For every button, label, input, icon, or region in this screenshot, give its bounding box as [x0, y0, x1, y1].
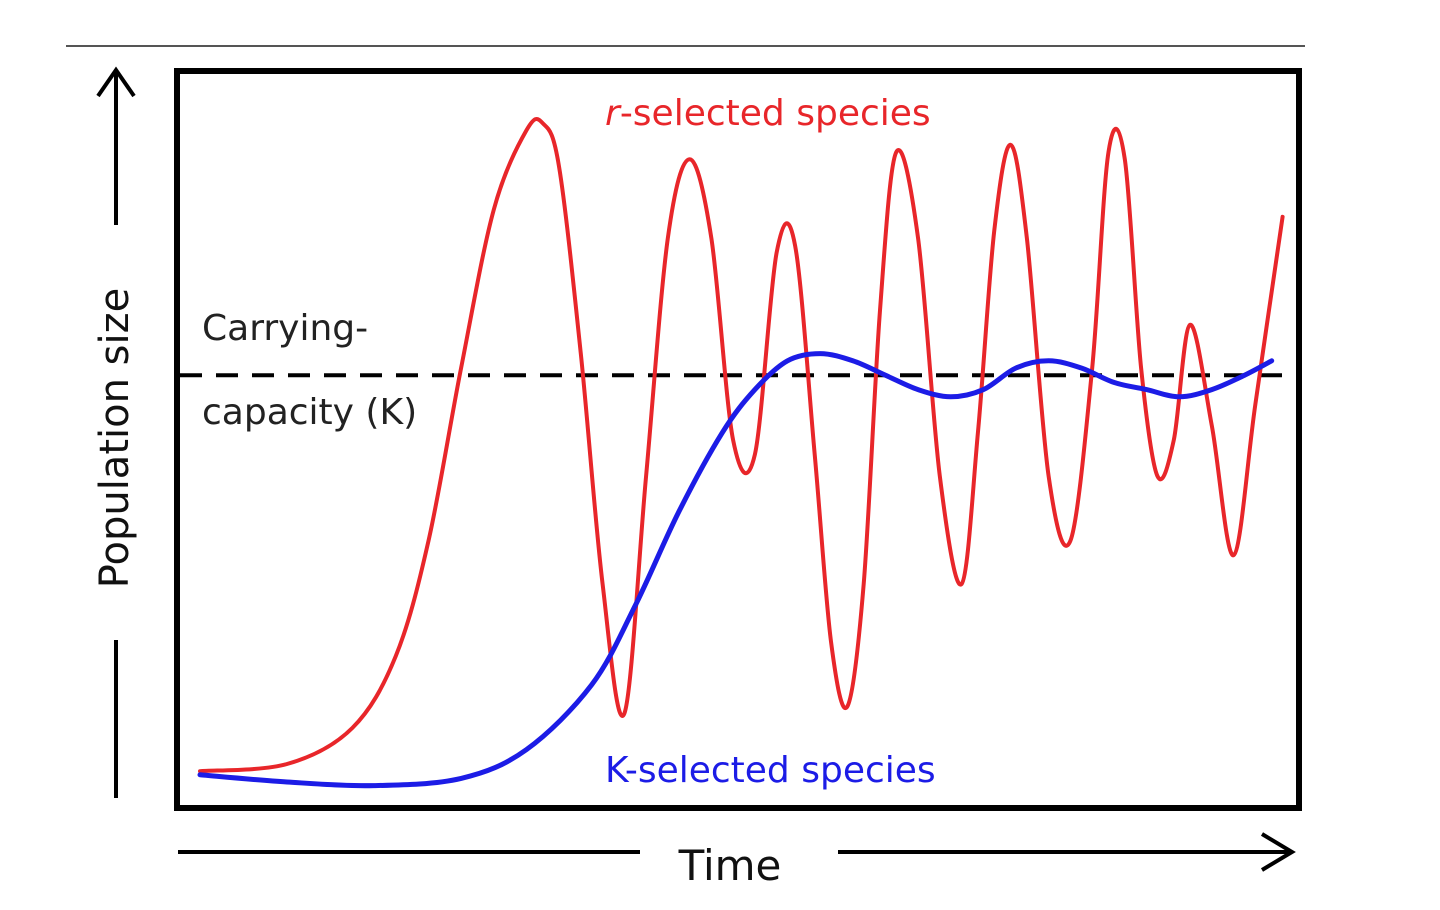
plot-frame: [174, 68, 1302, 811]
r-label-italic: r: [605, 93, 622, 134]
y-axis-arrow: [96, 66, 136, 798]
k-selected-label: K-selected species: [605, 750, 936, 791]
carrying-capacity-label-line1: Carrying-: [202, 308, 368, 349]
y-axis-label: Population size: [92, 288, 138, 588]
x-axis-arrow: [178, 832, 1296, 872]
carrying-capacity-label-line2: capacity (K): [202, 392, 417, 433]
x-axis-label: Time: [678, 841, 782, 890]
r-label-rest: -selected species: [620, 93, 931, 134]
r-selected-label: r-selected species: [605, 93, 931, 134]
series-line-k-selected: [197, 351, 1275, 789]
series-line-r-selected: [198, 117, 1285, 774]
